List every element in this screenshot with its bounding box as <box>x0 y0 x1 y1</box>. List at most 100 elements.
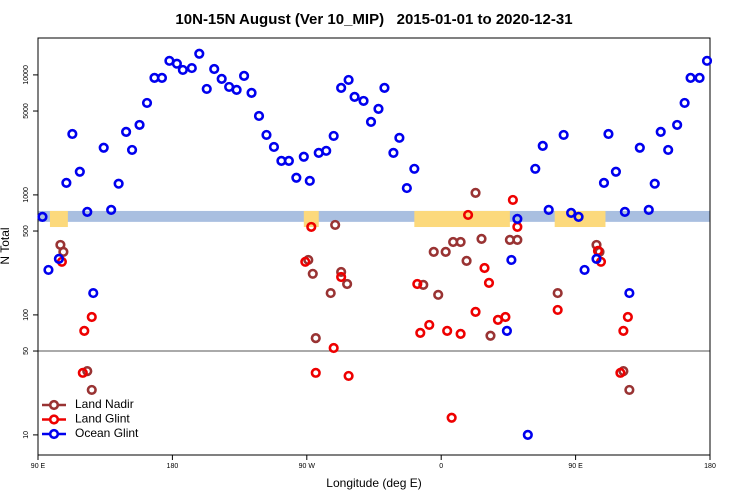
data-point <box>442 325 453 336</box>
data-point <box>77 367 88 378</box>
data-point <box>283 155 294 167</box>
data-point <box>552 304 563 316</box>
data-point <box>253 110 265 122</box>
data-point <box>134 119 145 131</box>
data-point <box>685 72 696 84</box>
data-point <box>342 278 353 290</box>
data-point <box>343 370 354 382</box>
x-tick-label: 90 E <box>568 463 583 470</box>
data-point <box>61 177 72 188</box>
data-point <box>246 87 257 98</box>
data-point <box>476 233 487 244</box>
data-point <box>622 311 633 323</box>
data-point <box>418 279 429 290</box>
y-tick-label: 100 <box>23 309 30 321</box>
data-point <box>177 64 188 76</box>
data-point <box>424 319 435 331</box>
data-point <box>598 177 610 188</box>
data-point <box>470 187 481 198</box>
y-tick-label: 10 <box>23 431 30 439</box>
data-point <box>126 144 138 156</box>
data-point <box>663 144 674 156</box>
data-point <box>433 289 444 300</box>
data-point <box>579 264 590 276</box>
data-point <box>470 306 481 317</box>
data-point <box>530 163 541 174</box>
data-point <box>409 163 420 174</box>
coverage-span <box>49 210 68 228</box>
data-point <box>238 70 250 81</box>
data-point <box>306 221 317 233</box>
data-point <box>343 74 354 86</box>
data-point <box>88 287 99 299</box>
legend-marker <box>48 399 60 411</box>
data-point <box>428 246 439 257</box>
data-point <box>455 328 466 339</box>
data-point <box>512 213 523 224</box>
data-point <box>336 82 347 93</box>
data-point <box>336 266 347 278</box>
data-point <box>610 166 622 177</box>
chart-title: 10N-15N August (Ver 10_MIP) 2015-01-01 t… <box>175 11 572 28</box>
data-point <box>446 412 457 423</box>
y-tick-label: 500 <box>23 225 30 237</box>
data-point <box>67 128 78 140</box>
data-point <box>231 84 242 95</box>
data-point <box>113 178 124 189</box>
data-point <box>618 325 629 336</box>
data-point <box>43 264 54 276</box>
data-point <box>379 82 390 93</box>
coverage-band <box>38 210 710 222</box>
data-point <box>365 116 377 127</box>
data-point <box>186 62 197 74</box>
data-point <box>462 209 474 221</box>
data-point <box>82 206 93 217</box>
data-point <box>412 278 423 290</box>
data-point <box>171 58 182 69</box>
data-point <box>86 384 97 396</box>
data-point <box>537 140 548 152</box>
plot-frame <box>37 37 711 456</box>
data-point <box>358 95 369 107</box>
data-point <box>291 172 302 183</box>
x-tick-label: 180 <box>704 463 716 470</box>
data-point <box>307 268 318 279</box>
data-point <box>194 48 205 59</box>
y-tick-label: 1000 <box>23 187 30 203</box>
data-point <box>694 72 705 84</box>
data-point <box>336 271 347 283</box>
data-point <box>543 204 554 215</box>
data-point <box>522 429 533 441</box>
y-tick-label: 5000 <box>23 103 30 119</box>
coverage-span <box>414 210 510 228</box>
data-point <box>141 97 153 109</box>
coverage-span <box>303 210 319 228</box>
data-point <box>209 63 220 75</box>
data-point <box>672 119 683 131</box>
data-point <box>349 91 360 102</box>
data-point <box>624 287 635 299</box>
data-point <box>328 342 339 354</box>
data-point <box>304 175 315 186</box>
data-point <box>79 325 90 336</box>
data-point <box>373 103 384 114</box>
data-point <box>106 204 117 215</box>
x-axis-label: Longitude (deg E) <box>326 476 421 490</box>
y-axis-label: N Total <box>0 227 12 264</box>
data-point <box>156 72 168 84</box>
data-point <box>701 55 713 66</box>
data-point <box>455 236 466 248</box>
data-point <box>615 367 626 378</box>
data-point <box>507 194 518 206</box>
data-point <box>649 178 660 189</box>
data-point <box>328 130 339 142</box>
data-point <box>310 333 321 344</box>
data-point <box>643 204 654 215</box>
data-point <box>388 147 399 158</box>
data-point <box>98 142 109 153</box>
data-point <box>440 246 451 257</box>
data-point <box>624 384 635 396</box>
data-point <box>300 256 311 267</box>
y-tick-label: 50 <box>23 347 30 355</box>
